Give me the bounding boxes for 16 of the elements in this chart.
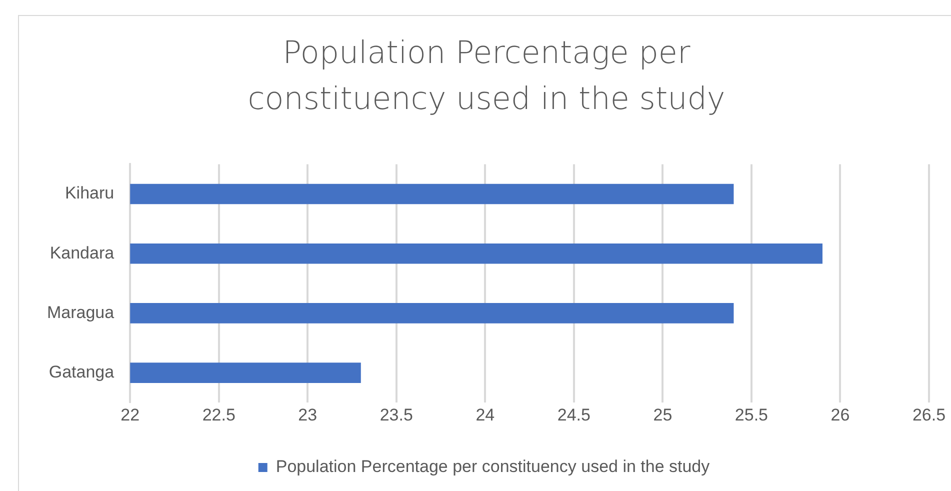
legend-label: Population Percentage per constituency used in the study	[276, 457, 710, 476]
x-tick-label: 25	[653, 405, 672, 424]
y-tick-label: Maragua	[46, 302, 115, 322]
x-tick-label: 26.5	[912, 405, 946, 424]
x-tick-label: 24	[476, 405, 495, 424]
x-tick-label: 26	[830, 405, 850, 424]
x-tick-label: 22	[120, 405, 140, 424]
x-tick-label: 25.5	[734, 405, 768, 424]
y-tick-label: Gatanga	[48, 362, 115, 382]
x-tick-label: 22.5	[202, 405, 236, 424]
x-tick-label: 23	[298, 405, 318, 424]
chart-title: Population Percentage per constituency used in the study	[246, 34, 726, 119]
y-tick-label: Kiharu	[64, 184, 114, 203]
y-tick-label: Kandara	[50, 243, 115, 262]
x-tick-label: 23.5	[380, 405, 413, 424]
x-tick-label: 24.5	[557, 405, 590, 424]
